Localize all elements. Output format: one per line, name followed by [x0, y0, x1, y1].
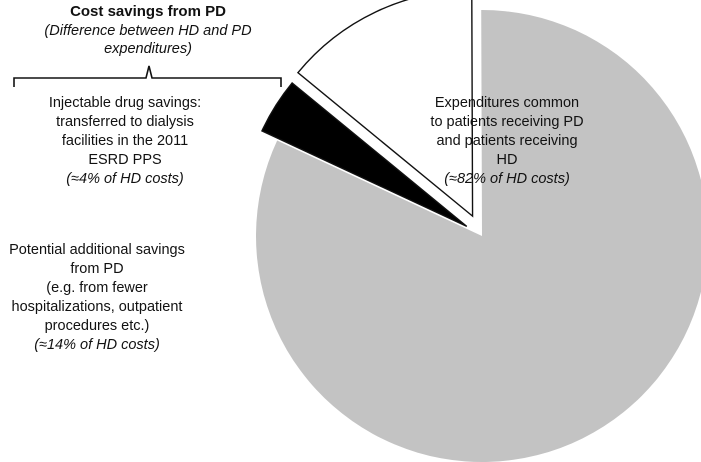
- pie-slice-common: [256, 10, 701, 462]
- pie-slice-injectable: [261, 81, 468, 228]
- label-additional-line-2: from PD: [70, 261, 123, 277]
- label-common-line-3: and patients receiving: [436, 133, 577, 149]
- label-common-line-1: Expenditures common: [435, 95, 579, 111]
- label-injectable-line-4: ESRD PPS: [88, 152, 161, 168]
- label-additional-pct: (≈14% of HD costs): [34, 337, 160, 353]
- label-injectable-pct: (≈4% of HD costs): [66, 171, 184, 187]
- label-common-line-2: to patients receiving PD: [430, 114, 583, 130]
- label-additional-line-5: procedures etc.): [45, 318, 150, 334]
- label-injectable-line-1: Injectable drug savings:: [49, 95, 201, 111]
- label-injectable: Injectable drug savings: transferred to …: [49, 95, 201, 187]
- label-additional-line-3: (e.g. from fewer: [46, 280, 148, 296]
- savings-brace: [13, 65, 282, 87]
- label-injectable-line-3: facilities in the 2011: [62, 133, 188, 149]
- label-common: Expenditures common to patients receivin…: [430, 95, 583, 187]
- label-injectable-line-2: transferred to dialysis: [56, 114, 194, 130]
- label-additional-line-1: Potential additional savings: [9, 242, 185, 258]
- label-common-pct: (≈82% of HD costs): [444, 171, 570, 187]
- chart-title: Cost savings from PD: [70, 3, 226, 20]
- pie-slices: [256, 0, 701, 462]
- pie-slice-additional: [296, 0, 474, 218]
- chart-subtitle-line-2: expenditures): [104, 41, 192, 57]
- label-additional: Potential additional savings from PD (e.…: [9, 242, 185, 353]
- label-additional-line-4: hospitalizations, outpatient: [12, 299, 183, 315]
- chart-subtitle-line-1: (Difference between HD and PD: [44, 23, 251, 39]
- label-common-line-4: HD: [497, 152, 518, 168]
